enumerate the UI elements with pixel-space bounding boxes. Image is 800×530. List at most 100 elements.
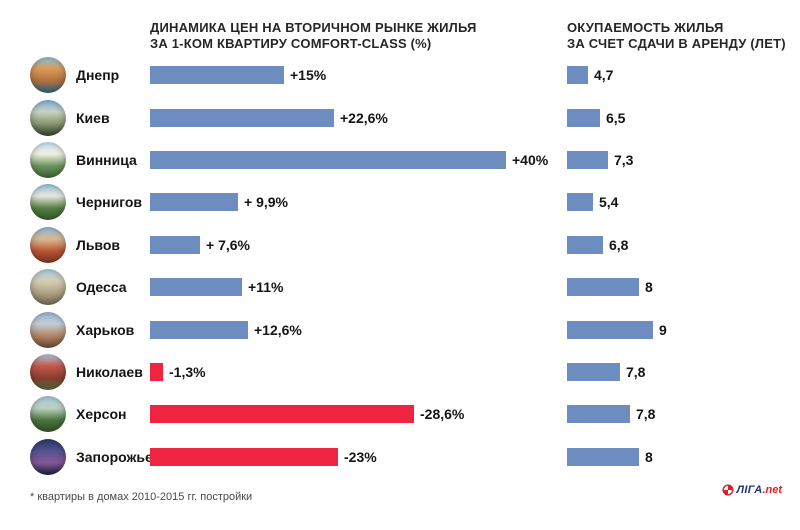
price-value-label: +40% — [512, 151, 549, 168]
payback-bar-area: 5,4 — [567, 193, 619, 212]
price-bar-area: + 7,6% — [150, 235, 567, 254]
kherson-photo-icon — [30, 396, 66, 433]
price-bar-area: +11% — [150, 278, 567, 297]
payback-bar — [567, 405, 630, 424]
city-row: Харьков +12,6% 9 — [0, 308, 800, 350]
payback-chart-title: ОКУПАЕМОСТЬ ЖИЛЬЯ ЗА СЧЕТ СДАЧИ В АРЕНДУ… — [567, 20, 787, 51]
payback-bar-area: 9 — [567, 320, 667, 339]
chart-rows: Днепр +15% 4,7 Киев +22,6% 6,5 Винница +… — [0, 54, 800, 478]
city-row: Николаев -1,3% 7,8 — [0, 351, 800, 393]
city-row: Днепр +15% 4,7 — [0, 54, 800, 96]
price-bar-area: + 9,9% — [150, 193, 567, 212]
payback-value-label: 5,4 — [599, 194, 619, 211]
payback-value-label: 8 — [645, 448, 653, 465]
city-row: Львов + 7,6% 6,8 — [0, 224, 800, 266]
price-change-bar — [150, 108, 334, 127]
city-name-label: Николаев — [76, 363, 143, 380]
dnipro-photo-icon — [30, 57, 66, 94]
price-change-bar — [150, 150, 506, 169]
price-value-label: -1,3% — [169, 363, 206, 380]
vinnytsia-photo-icon — [30, 141, 66, 178]
city-name-label: Харьков — [76, 321, 135, 338]
city-name-label: Херсон — [76, 406, 127, 423]
chernihiv-photo-icon — [30, 184, 66, 221]
city-name-label: Одесса — [76, 279, 127, 296]
payback-value-label: 7,3 — [614, 151, 634, 168]
price-bar-area: -23% — [150, 447, 567, 466]
payback-chart-title-line2: ЗА СЧЕТ СДАЧИ В АРЕНДУ (ЛЕТ) — [567, 35, 786, 51]
city-name-label: Киев — [76, 109, 110, 126]
payback-bar-area: 8 — [567, 278, 653, 297]
liga-net-logo: ЛІГА .net — [723, 484, 782, 496]
price-change-bar — [150, 66, 284, 85]
price-chart-title: ДИНАМИКА ЦЕН НА ВТОРИЧНОМ РЫНКЕ ЖИЛЬЯ ЗА… — [150, 20, 510, 51]
price-value-label: +11% — [248, 279, 284, 296]
city-name-label: Чернигов — [76, 194, 143, 211]
price-change-bar — [150, 235, 200, 254]
payback-bar-area: 7,3 — [567, 150, 634, 169]
city-row: Запорожье -23% 8 — [0, 436, 800, 478]
price-change-bar — [150, 405, 414, 424]
payback-bar — [567, 447, 639, 466]
liga-logo-net-text: .net — [762, 484, 782, 496]
zaporizhzhia-photo-icon — [30, 438, 66, 475]
city-row: Херсон -28,6% 7,8 — [0, 393, 800, 435]
lviv-photo-icon — [30, 226, 66, 263]
city-name-label: Винница — [76, 151, 137, 168]
price-value-label: -28,6% — [420, 406, 465, 423]
price-bar-area: -28,6% — [150, 405, 567, 424]
price-change-bar — [150, 362, 163, 381]
price-bar-area: +15% — [150, 66, 567, 85]
city-row: Киев +22,6% 6,5 — [0, 96, 800, 138]
price-chart-title-line2: ЗА 1-КОМ КВАРТИРУ COMFORT-CLASS (%) — [150, 35, 432, 51]
price-value-label: + 9,9% — [244, 194, 288, 211]
payback-bar-area: 7,8 — [567, 405, 656, 424]
price-change-bar — [150, 447, 338, 466]
payback-bar-area: 6,5 — [567, 108, 626, 127]
payback-bar — [567, 320, 653, 339]
payback-bar-area: 4,7 — [567, 66, 614, 85]
payback-value-label: 7,8 — [636, 406, 656, 423]
city-name-label: Запорожье — [76, 448, 153, 465]
price-change-bar — [150, 278, 242, 297]
city-row: Винница +40% 7,3 — [0, 139, 800, 181]
price-value-label: +22,6% — [340, 109, 388, 126]
payback-bar — [567, 278, 639, 297]
footnote: * квартиры в домах 2010-2015 гг. построй… — [30, 491, 253, 503]
payback-value-label: 4,7 — [594, 67, 614, 84]
payback-value-label: 6,5 — [606, 109, 626, 126]
odesa-photo-icon — [30, 269, 66, 306]
payback-value-label: 6,8 — [609, 236, 629, 253]
price-value-label: -23% — [344, 448, 377, 465]
payback-bar — [567, 150, 608, 169]
price-bar-area: +12,6% — [150, 320, 567, 339]
payback-bar — [567, 193, 593, 212]
payback-value-label: 9 — [659, 321, 667, 338]
mykolaiv-photo-icon — [30, 353, 66, 390]
payback-bar — [567, 362, 620, 381]
payback-bar-area: 6,8 — [567, 235, 629, 254]
liga-logo-text: ЛІГА — [736, 484, 763, 496]
city-row: Чернигов + 9,9% 5,4 — [0, 181, 800, 223]
price-chart-title-line1: ДИНАМИКА ЦЕН НА ВТОРИЧНОМ РЫНКЕ ЖИЛЬЯ — [150, 20, 477, 35]
price-bar-area: -1,3% — [150, 362, 567, 381]
payback-bar-area: 8 — [567, 447, 653, 466]
city-name-label: Днепр — [76, 67, 120, 84]
payback-value-label: 7,8 — [626, 363, 646, 380]
payback-bar-area: 7,8 — [567, 362, 646, 381]
payback-chart-title-line1: ОКУПАЕМОСТЬ ЖИЛЬЯ — [567, 20, 724, 35]
city-row: Одесса +11% 8 — [0, 266, 800, 308]
payback-bar — [567, 66, 588, 85]
price-change-bar — [150, 193, 238, 212]
price-bar-area: +40% — [150, 150, 567, 169]
payback-bar — [567, 235, 603, 254]
city-name-label: Львов — [76, 236, 121, 253]
price-bar-area: +22,6% — [150, 108, 567, 127]
price-value-label: + 7,6% — [206, 236, 250, 253]
price-change-bar — [150, 320, 248, 339]
price-value-label: +12,6% — [254, 321, 302, 338]
price-value-label: +15% — [290, 67, 327, 84]
kharkiv-photo-icon — [30, 311, 66, 348]
liga-logo-emblem-icon — [723, 485, 734, 495]
